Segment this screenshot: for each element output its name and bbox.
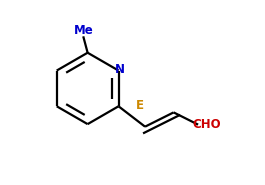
Text: Me: Me — [74, 24, 93, 37]
Text: E: E — [136, 99, 144, 112]
Text: CHO: CHO — [192, 118, 221, 131]
Text: N: N — [115, 63, 125, 76]
